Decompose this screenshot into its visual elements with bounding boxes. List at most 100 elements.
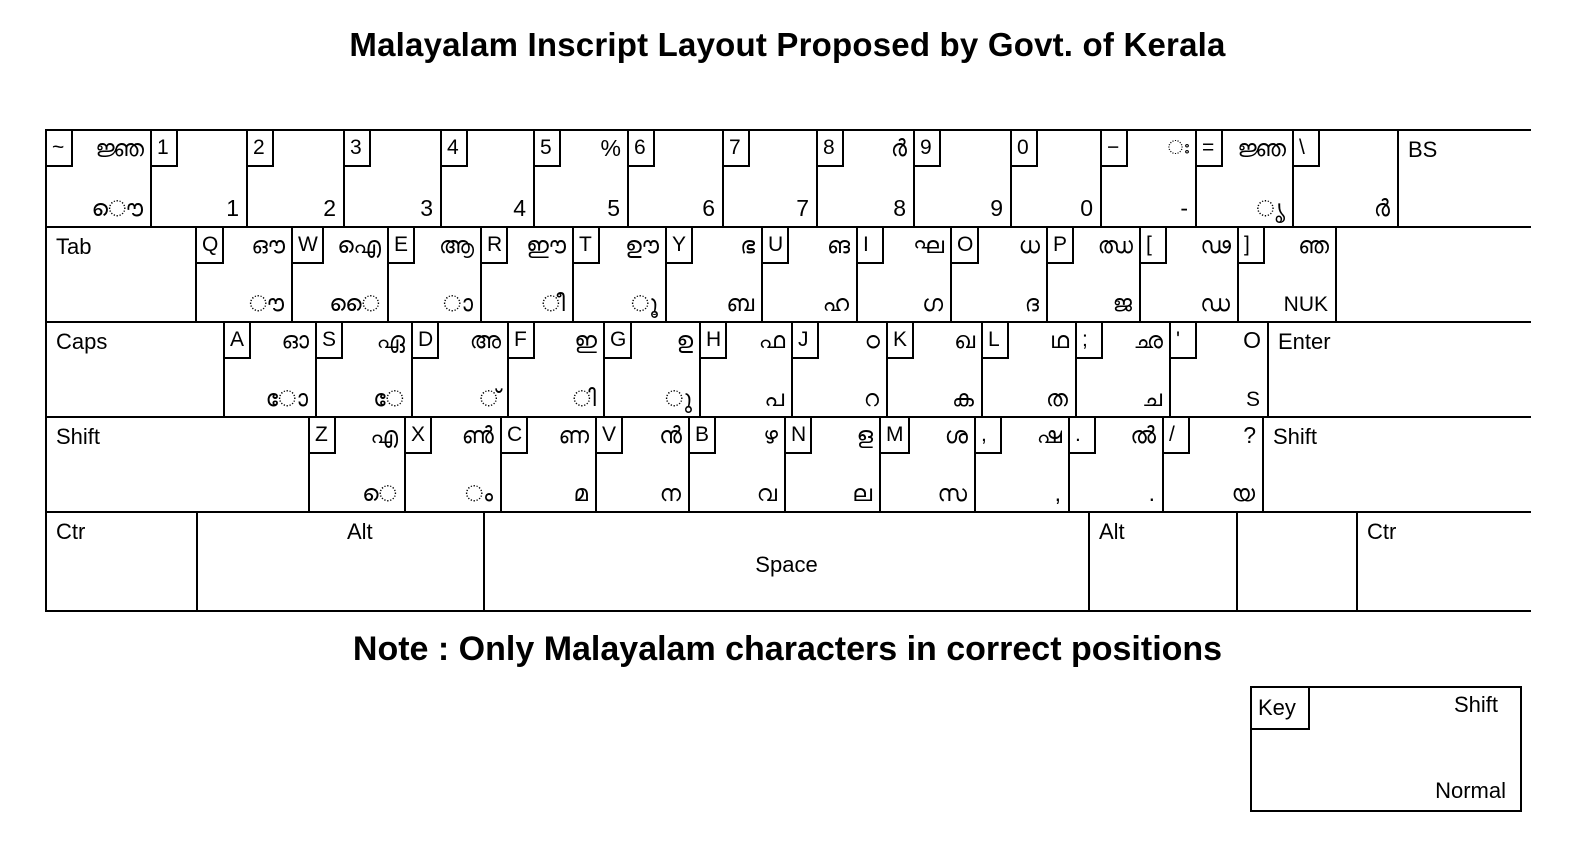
key-9[interactable]: 9 9 [915, 131, 1012, 226]
key-0[interactable]: 0 0 [1012, 131, 1102, 226]
key-period[interactable]: . ൽ . [1070, 418, 1164, 511]
key-enter[interactable]: Enter [1269, 323, 1529, 416]
key-m[interactable]: M ശ സ [881, 418, 976, 511]
key-cap-label: = [1197, 131, 1223, 167]
key-ctrl-right[interactable]: Ctr [1356, 513, 1531, 610]
key-normal-glyph: ൈ [329, 290, 380, 316]
key-4[interactable]: 4 4 [442, 131, 535, 226]
key-t[interactable]: T ഊ ൂ [574, 228, 667, 321]
key-5[interactable]: 5 % 5 [535, 131, 629, 226]
key-ctrl-left[interactable]: Ctr [47, 513, 198, 610]
key-alt-right[interactable]: Alt [1090, 513, 1238, 610]
key-f[interactable]: F ഇ ി [509, 323, 605, 416]
key-o[interactable]: O ധ ദ [952, 228, 1048, 321]
key-6[interactable]: 6 6 [629, 131, 724, 226]
key-normal-glyph: 2 [323, 195, 336, 221]
key-tilde[interactable]: ~ ജ്ഞ ൌ [47, 131, 152, 226]
key-g[interactable]: G ഉ ു [605, 323, 701, 416]
key-shift-glyph: ജ്ഞ [1237, 135, 1286, 161]
key-cap-label: \ [1294, 131, 1320, 167]
key-alt-left[interactable]: Alt [338, 513, 485, 610]
key-shift-glyph: ഞ [1298, 232, 1329, 258]
key-q[interactable]: Q ഔ ൗ [197, 228, 293, 321]
key-7[interactable]: 7 7 [724, 131, 818, 226]
key-normal-glyph: ർ [1373, 195, 1390, 221]
key-shift-glyph: ഝ [1097, 232, 1133, 258]
key-semicolon[interactable]: ; ഛ ച [1077, 323, 1171, 416]
key-slash[interactable]: / ? യ [1164, 418, 1264, 511]
key-cap-label: X [406, 418, 432, 454]
key-normal-glyph: . [1148, 480, 1155, 506]
key-tab-row-filler [1337, 228, 1525, 321]
key-minus[interactable]: − ഃ - [1102, 131, 1197, 226]
key-s[interactable]: S ഏ േ [317, 323, 413, 416]
key-bracket-left[interactable]: [ ഢ ഡ [1141, 228, 1239, 321]
key-c[interactable]: C ണ മ [502, 418, 597, 511]
key-j[interactable]: J ഠ റ [793, 323, 888, 416]
key-normal-glyph: ച [1142, 385, 1162, 411]
key-space[interactable]: Space [485, 513, 1090, 610]
key-normal-glyph: ാ [442, 290, 473, 316]
key-shift-left[interactable]: Shift [47, 418, 310, 511]
key-n[interactable]: N ള ല [786, 418, 881, 511]
key-normal-glyph: 1 [226, 195, 239, 221]
key-cap-label: P [1048, 228, 1074, 264]
key-y[interactable]: Y ഭ ബ [667, 228, 763, 321]
keyboard-row-bottom: Ctr Alt Space Alt Ctr [47, 513, 1531, 612]
key-normal-glyph: വ [756, 480, 777, 506]
key-r[interactable]: R ഈ ീ [482, 228, 574, 321]
key-cap-label: D [413, 323, 440, 359]
key-cap-label: M [881, 418, 910, 454]
key-normal-glyph: ബ [726, 290, 754, 316]
key-1[interactable]: 1 1 [152, 131, 248, 226]
key-z[interactable]: Z എ െ [310, 418, 406, 511]
key-normal-glyph: ് [479, 385, 500, 411]
key-x[interactable]: X ൺ ം [406, 418, 502, 511]
key-normal-glyph: ൌ [91, 195, 143, 221]
key-cap-label: Caps [56, 329, 108, 354]
key-w[interactable]: W ഐ ൈ [293, 228, 389, 321]
key-k[interactable]: K ഖ ക [888, 323, 983, 416]
key-normal-glyph: ത [1046, 385, 1068, 411]
legend-box: Key Shift Normal [1250, 686, 1522, 812]
key-i[interactable]: I ഘ ഗ [858, 228, 952, 321]
key-shift-glyph: ഐ [337, 232, 381, 258]
key-normal-glyph: 5 [607, 195, 620, 221]
key-bracket-right[interactable]: ] ഞ NUK [1239, 228, 1337, 321]
key-cap-label: F [509, 323, 535, 359]
key-cap-label: U [763, 228, 790, 264]
key-equals[interactable]: = ജ്ഞ ൃ [1197, 131, 1294, 226]
key-apostrophe[interactable]: ' O S [1171, 323, 1269, 416]
key-backspace[interactable]: BS [1399, 131, 1533, 226]
key-backslash[interactable]: \ ർ [1294, 131, 1399, 226]
key-p[interactable]: P ഝ ജ [1048, 228, 1141, 321]
key-u[interactable]: U ങ ഹ [763, 228, 858, 321]
key-2[interactable]: 2 2 [248, 131, 345, 226]
key-shift-right[interactable]: Shift [1264, 418, 1519, 511]
key-normal-glyph: ു [665, 385, 692, 411]
key-shift-glyph: ഇ [574, 327, 597, 353]
key-normal-glyph: റ [863, 385, 879, 411]
key-shift-glyph: ഊ [625, 232, 659, 258]
key-v[interactable]: V ൻ ന [597, 418, 690, 511]
key-3[interactable]: 3 3 [345, 131, 442, 226]
key-normal-glyph: ഗ [922, 290, 943, 316]
key-d[interactable]: D അ ് [413, 323, 509, 416]
legend-key-label: Key [1252, 688, 1310, 730]
key-h[interactable]: H ഫ പ [701, 323, 793, 416]
key-a[interactable]: A ഓ ോ [225, 323, 317, 416]
key-caps-lock[interactable]: Caps [47, 323, 225, 416]
key-8[interactable]: 8 ർ 8 [818, 131, 915, 226]
key-b[interactable]: B ഴ വ [690, 418, 786, 511]
key-cap-label: 0 [1012, 131, 1038, 167]
key-tab[interactable]: Tab [47, 228, 197, 321]
key-e[interactable]: E ആ ാ [389, 228, 482, 321]
key-comma[interactable]: , ഷ , [976, 418, 1070, 511]
key-l[interactable]: L ഥ ത [983, 323, 1077, 416]
key-normal-glyph: സ [937, 480, 968, 506]
key-normal-glyph: 0 [1080, 195, 1093, 221]
key-normal-glyph: ോ [265, 385, 308, 411]
key-shift-glyph: ൽ [1130, 422, 1156, 448]
key-normal-glyph: NUK [1283, 293, 1328, 316]
key-shift-glyph: ഢ [1200, 232, 1231, 258]
